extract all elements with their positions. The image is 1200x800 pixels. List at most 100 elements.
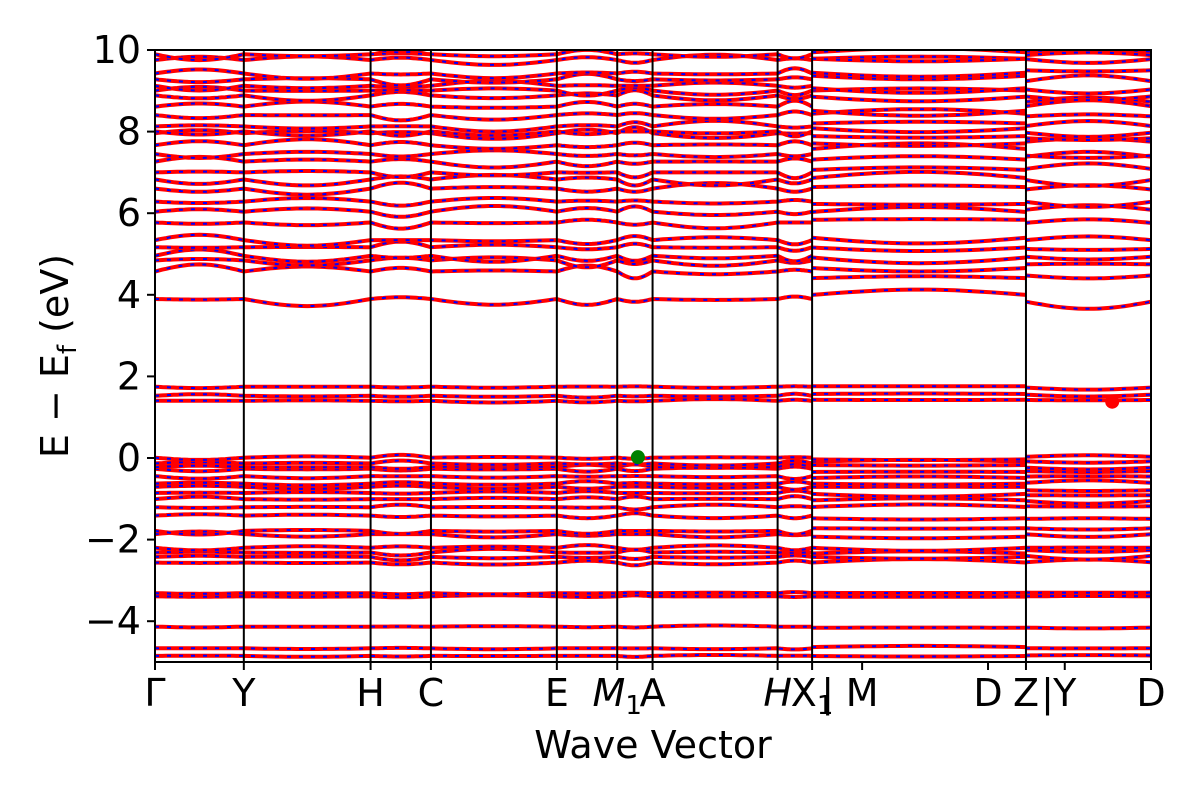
x-tick-label-2: H (356, 671, 385, 715)
cbm-marker (1105, 394, 1120, 409)
x-tick-label-8: X1 (791, 671, 834, 721)
band-valence-low-1-seg2-dash (1025, 554, 1151, 561)
band-deep-valence-0-seg1 (812, 654, 1027, 659)
x-tick-label-10: M (846, 671, 879, 715)
x-tick-label-15: D (1136, 671, 1165, 715)
band-mid-gap-1-seg2-dash (1025, 393, 1151, 398)
band-conduction-1-3-seg0-dash (155, 248, 813, 263)
x-tick-label-11: D (973, 671, 1002, 715)
band-valence-top-0-seg1 (812, 516, 1027, 522)
band-conduction-3-15-seg0-dash (374, 50, 726, 54)
y-tick-label-0: 10 (93, 28, 141, 72)
band-conduction-3-14-seg0-dash (155, 50, 813, 62)
band-conduction-3-6-seg2-dash (1025, 113, 1151, 118)
band-conduction-1-5-seg1 (811, 235, 1027, 246)
band-conduction-1-1-seg0-dash (155, 263, 813, 280)
band-conduction-1-5-seg2-dash (1025, 235, 1151, 242)
band-conduction-3-13-seg2-dash (1025, 58, 1151, 64)
y-axis-title-unit: (eV) (33, 254, 77, 345)
band-conduction-1-3-seg2-dash (1025, 255, 1151, 261)
y-axis-title: E − Ef (eV) (33, 254, 83, 458)
x-tick-label-4: E (545, 671, 569, 715)
band-lines (155, 50, 1151, 659)
band-mid-gap-1-seg1 (812, 391, 1027, 396)
band-valence-top-9-seg2-dash (1025, 460, 1151, 464)
x-tick-label-3: C (418, 671, 445, 715)
y-axis-ticks: 10 8 6 4 2 0 −2 −4 (85, 28, 155, 643)
band-valence-top-6-seg1 (812, 474, 1027, 480)
band-conduction-2-2-seg2-dash (1025, 200, 1151, 208)
band-conduction-2-0-seg0 (155, 217, 813, 231)
band-conduction-3-12-seg1 (811, 70, 1027, 79)
y-axis-title-sub: f (53, 344, 83, 354)
y-tick-label-3: 4 (117, 273, 141, 317)
x-tick-label-1: Y (231, 671, 256, 715)
band-conduction-3-10-seg2-dash (1025, 88, 1151, 95)
band-conduction-1-0-seg2-dash (1025, 300, 1151, 310)
band-valence-top-3-seg1 (812, 491, 1027, 499)
band-conduction-3-9-seg2-dash (1025, 95, 1151, 102)
band-valence-top-7-seg2-dash (1025, 470, 1151, 473)
band-conduction-3-11-seg2-dash (1025, 74, 1151, 83)
vbm-marker (630, 450, 645, 465)
band-conduction-2-4-seg2-dash (1025, 179, 1151, 187)
band-conduction-2-0-seg1 (812, 217, 1026, 222)
band-conduction-3-5-seg1 (812, 119, 1027, 126)
band-valence-top-10-seg2-dash (1025, 454, 1151, 458)
band-conduction-3-0-seg2-dash (1025, 150, 1151, 158)
band-conduction-2-3-seg1 (812, 183, 1027, 190)
band-conduction-2-0-seg2-dash (1025, 218, 1151, 224)
band-valence-top-1-seg1 (812, 502, 1027, 509)
band-conduction-3-7-seg1 (811, 108, 1027, 118)
band-conduction-3-14-seg2-dash (1025, 51, 1151, 57)
y-tick-label-2: 6 (117, 191, 141, 235)
band-conduction-3-0-seg1 (811, 154, 1027, 162)
y-tick-label-1: 8 (117, 110, 141, 154)
band-conduction-3-10-seg1 (811, 86, 1027, 95)
band-conduction-2-5-seg2-dash (1025, 162, 1151, 170)
band-valence-top-0-seg2-dash (1025, 517, 1151, 520)
band-conduction-3-4-seg2-dash (1025, 131, 1151, 138)
x-axis-ticks: Γ Y H C E M1A HX1| M D Z | Y D (144, 662, 1166, 721)
band-mid-gap-2-seg2-dash (1025, 386, 1151, 391)
band-conduction-3-8-seg2-dash (1025, 96, 1151, 103)
band-conduction-1-3-seg1 (811, 255, 1027, 266)
band-valence-top-10-seg1 (812, 457, 1027, 463)
band-conduction-2-4-seg1 (811, 169, 1027, 180)
band-valence-top-5-seg2-dash (1025, 479, 1151, 484)
band-conduction-2-1-seg1 (811, 204, 1027, 214)
band-conduction-3-3-seg2-dash (1025, 137, 1151, 141)
band-conduction-1-4-seg2-dash (1025, 247, 1151, 251)
x-tick-label-0: Γ (144, 671, 165, 715)
band-conduction-3-4-seg1 (811, 126, 1027, 135)
band-conduction-3-14-seg1 (812, 56, 1027, 64)
band-conduction-1-0-seg1 (811, 287, 1027, 297)
band-deep-valence-1-seg1 (812, 643, 1027, 650)
x-tick-label-14: Y (1052, 671, 1077, 715)
x-tick-label-6: A (640, 671, 666, 715)
band-valence-low-2-seg2-dash (1025, 549, 1151, 553)
band-conduction-3-13-seg1 (812, 54, 1027, 61)
band-conduction-1-1-seg2-dash (1025, 274, 1151, 280)
band-conduction-1-5-seg0-dash (155, 233, 813, 247)
band-valence-top-8-seg2-dash (1025, 466, 1151, 471)
band-valence-top-8-seg1 (812, 463, 1027, 468)
band-conduction-2-2-seg1 (812, 202, 1026, 207)
band-conduction-3-8-seg1 (811, 94, 1027, 104)
band-conduction-3-12-seg2-dash (1025, 69, 1151, 73)
y-tick-label-4: 2 (117, 354, 141, 398)
x-axis-title: Wave Vector (534, 723, 772, 767)
band-valence-top-2-seg2-dash (1025, 500, 1151, 505)
band-valence-low-3-seg1 (812, 545, 1027, 553)
y-tick-label-6: −2 (85, 518, 141, 562)
band-conduction-1-1-seg1 (812, 274, 1027, 281)
band-conduction-1-0-seg2 (1025, 299, 1151, 311)
y-tick-label-7: −4 (85, 599, 141, 643)
band-valence-low-4-seg1 (812, 534, 1027, 541)
x-tick-label-5: M1 (593, 671, 642, 721)
band-valence-low-1-seg1 (812, 554, 1027, 561)
band-conduction-3-2-seg1 (812, 141, 1027, 148)
y-axis-title-main: E − E (33, 354, 77, 458)
x-tick-label-12: Z (1013, 671, 1039, 715)
